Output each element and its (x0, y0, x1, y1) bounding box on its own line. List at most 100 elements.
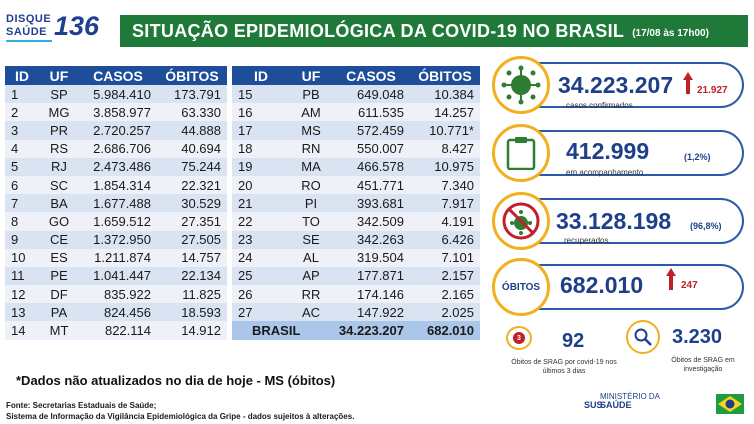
cell-id: 4 (5, 139, 39, 158)
cell-uf: MS (290, 121, 332, 140)
sus-logo: SUS (584, 400, 603, 410)
cell-casos: 649.048 (332, 85, 410, 104)
table-row: 21 PI 393.681 7.917 (232, 194, 480, 213)
cell-obitos: 173.791 (157, 85, 227, 104)
table-body-left: 1 SP 5.984.410 173.791 2 MG 3.858.977 63.330 3 PR… (5, 85, 227, 340)
cell-casos: 572.459 (332, 121, 410, 140)
cell-casos: 1.677.488 (79, 194, 157, 213)
col-id: ID (5, 66, 39, 85)
table-row: 26 RR 174.146 2.165 (232, 285, 480, 304)
data-note: *Dados não atualizados no dia de hoje - … (16, 373, 336, 388)
confirmed-box (530, 62, 744, 108)
ministry-line2: SAÚDE (600, 400, 632, 410)
cell-uf: RN (290, 139, 332, 158)
cell-uf: SC (39, 175, 79, 195)
brazil-flag-icon (716, 394, 744, 414)
cell-uf: GO (39, 212, 79, 231)
cell-obitos: 14.757 (157, 248, 227, 267)
recovered-label: recuperados (564, 236, 609, 245)
col-obitos: ÓBITOS (157, 66, 227, 85)
cell-casos: 835.922 (79, 285, 157, 304)
table-row: 3 PR 2.720.257 44.888 (5, 121, 227, 140)
table-row: 1 SP 5.984.410 173.791 (5, 85, 227, 104)
table-row: 24 AL 319.504 7.101 (232, 248, 480, 267)
monitoring-pct: (1,2%) (684, 152, 711, 162)
cell-obitos: 8.427 (410, 139, 480, 158)
cell-obitos: 27.351 (157, 212, 227, 231)
page-title: SITUAÇÃO EPIDEMIOLÓGICA DA COVID-19 NO B… (132, 20, 625, 41)
col-id: ID (232, 66, 290, 85)
cell-casos: 1.372.950 (79, 230, 157, 249)
up-arrow-icon (666, 268, 676, 290)
col-casos: CASOS (332, 66, 410, 85)
cell-uf: MA (290, 157, 332, 176)
table-row: 9 CE 1.372.950 27.505 (5, 230, 227, 249)
srag-investigation-label: Óbitos de SRAG em investigação (671, 357, 735, 373)
cell-obitos: 44.888 (157, 121, 227, 140)
table-row: 4 RS 2.686.706 40.694 (5, 139, 227, 158)
cell-id: 3 (5, 121, 39, 140)
logo-underline (6, 40, 52, 42)
cell-casos: 1.211.874 (79, 248, 157, 267)
table-header-row: ID UF CASOS ÓBITOS (232, 66, 480, 85)
cell-uf: SP (39, 85, 79, 104)
deaths-value: 682.010 (560, 272, 644, 298)
cell-uf: AP (290, 266, 332, 286)
cell-casos: 2.473.486 (79, 157, 157, 176)
cell-obitos: 18.593 (157, 303, 227, 322)
cell-casos: 1.854.314 (79, 175, 157, 195)
cell-obitos: 22.321 (157, 175, 227, 195)
cell-id: 24 (232, 248, 290, 267)
deaths-box (530, 264, 744, 310)
table-row: 13 PA 824.456 18.593 (5, 303, 227, 322)
ministry-logo: MINISTÉRIO DA SAÚDE (600, 392, 660, 410)
clipboard-icon (492, 124, 550, 182)
cell-obitos: 27.505 (157, 230, 227, 249)
cell-obitos: 2.165 (410, 285, 480, 304)
cell-uf: CE (39, 230, 79, 249)
cell-uf: PE (39, 266, 79, 286)
table-row: 25 AP 177.871 2.157 (232, 266, 480, 286)
cell-casos: 342.509 (332, 212, 410, 231)
cell-obitos: 7.917 (410, 194, 480, 213)
cell-id: 13 (5, 303, 39, 322)
table-row: 20 RO 451.771 7.340 (232, 175, 480, 195)
cell-casos: 393.681 (332, 194, 410, 213)
table-row: 23 SE 342.263 6.426 (232, 230, 480, 249)
table-row: 10 ES 1.211.874 14.757 (5, 248, 227, 267)
cell-uf: PI (290, 194, 332, 213)
cell-casos: 319.504 (332, 248, 410, 267)
cell-uf: ES (39, 248, 79, 267)
cell-id: 2 (5, 103, 39, 122)
cell-casos: 2.720.257 (79, 121, 157, 140)
total-casos: 34.223.207 (332, 321, 410, 340)
cell-id: 16 (232, 103, 290, 122)
table-row: 15 PB 649.048 10.384 (232, 85, 480, 104)
monitoring-label: em acompanhamento (566, 168, 644, 177)
cell-id: 22 (232, 212, 290, 231)
col-uf: UF (290, 66, 332, 85)
magnifier-icon (626, 320, 660, 354)
table-row: 16 AM 611.535 14.257 (232, 103, 480, 122)
cell-id: 12 (5, 285, 39, 304)
cell-id: 9 (5, 230, 39, 249)
table-row: 14 MT 822.114 14.912 (5, 321, 227, 340)
deaths-icon-label: ÓBITOS (501, 281, 541, 293)
cell-id: 25 (232, 266, 290, 286)
cell-id: 1 (5, 85, 39, 104)
table-header-row: ID UF CASOS ÓBITOS (5, 66, 227, 85)
total-obitos: 682.010 (410, 321, 480, 340)
cell-uf: PA (39, 303, 79, 322)
disque-saude-logo: DISQUE SAÚDE 136 (6, 11, 110, 43)
total-label: BRASIL (232, 321, 332, 340)
cell-obitos: 14.257 (410, 103, 480, 122)
cell-uf: MG (39, 103, 79, 122)
recovered-box (530, 198, 744, 244)
cell-obitos: 2.157 (410, 266, 480, 286)
cell-id: 10 (5, 248, 39, 267)
cell-id: 19 (232, 157, 290, 176)
cell-uf: RR (290, 285, 332, 304)
cell-id: 26 (232, 285, 290, 304)
cell-uf: SE (290, 230, 332, 249)
srag-deaths-label: Óbitos de SRAG por covid-19 nos últimos … (511, 359, 617, 375)
